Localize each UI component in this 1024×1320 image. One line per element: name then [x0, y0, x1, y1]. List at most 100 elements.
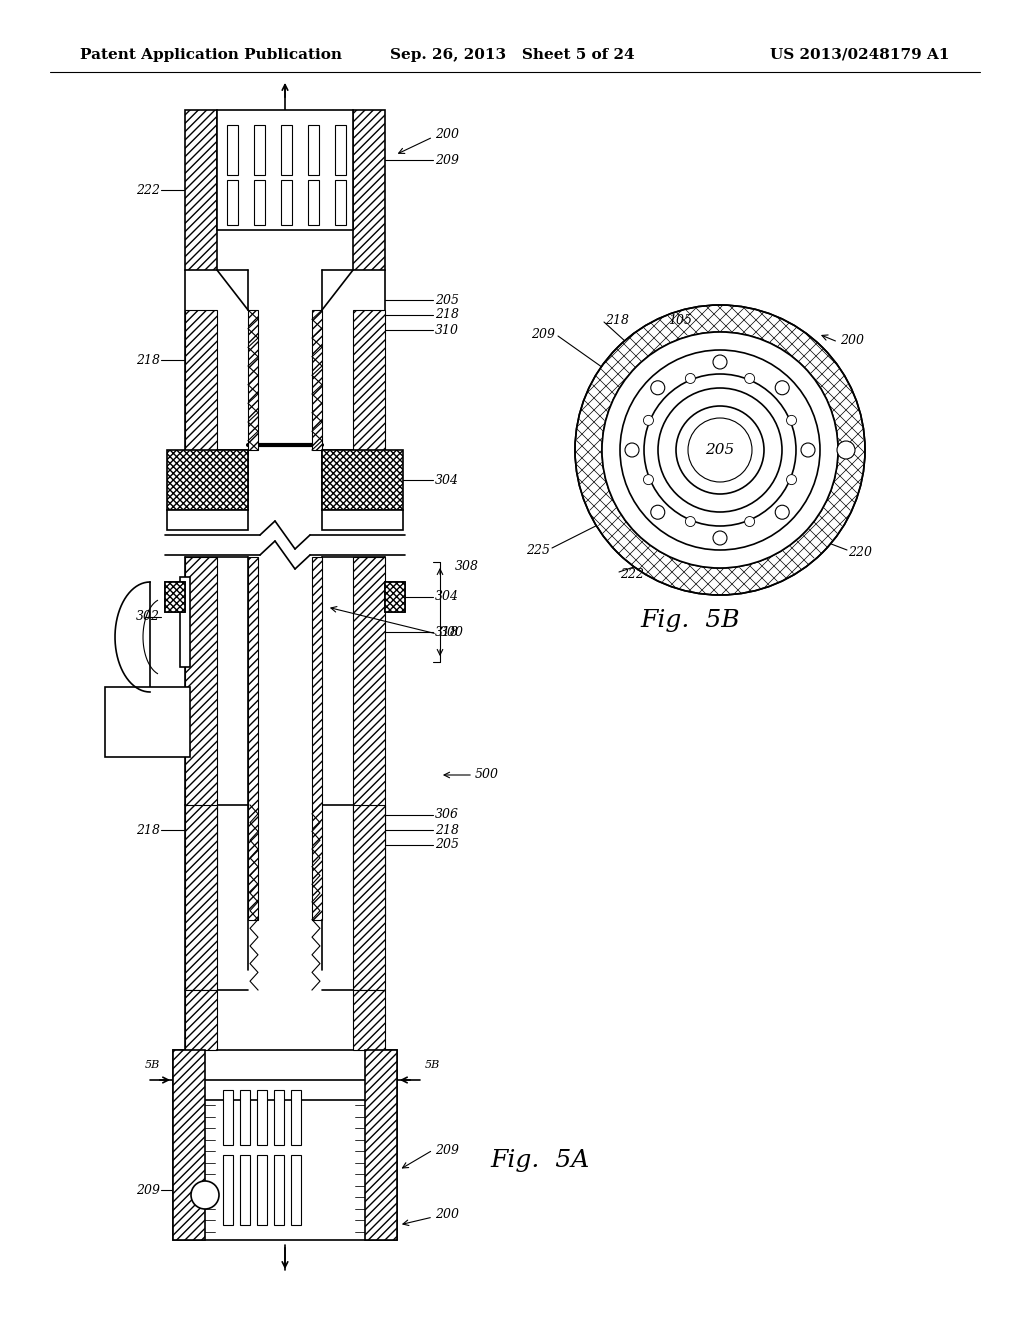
Bar [185, 557, 217, 920]
Bar [353, 557, 385, 920]
Text: 218: 218 [136, 824, 160, 837]
Bar [308, 125, 319, 176]
Circle shape [786, 416, 797, 425]
Text: 306: 306 [435, 808, 459, 821]
Text: 200: 200 [840, 334, 864, 346]
Bar [248, 310, 258, 450]
Text: 200: 200 [435, 1209, 459, 1221]
Text: 209: 209 [531, 329, 555, 342]
Circle shape [651, 506, 665, 519]
Bar [185, 990, 217, 1049]
Text: Fig.  5A: Fig. 5A [490, 1148, 589, 1172]
Text: 222: 222 [620, 569, 644, 582]
Circle shape [643, 475, 653, 484]
Circle shape [786, 475, 797, 484]
Text: 200: 200 [435, 128, 459, 141]
Bar [254, 125, 265, 176]
Circle shape [713, 355, 727, 370]
Text: 220: 220 [848, 545, 872, 558]
Bar [281, 180, 292, 224]
Circle shape [575, 305, 865, 595]
Bar [308, 180, 319, 224]
Bar [165, 582, 185, 612]
Text: 304: 304 [435, 590, 459, 603]
Text: 310: 310 [435, 323, 459, 337]
Circle shape [620, 350, 820, 550]
Text: 302: 302 [136, 610, 160, 623]
Circle shape [651, 380, 665, 395]
Bar [254, 180, 265, 224]
Bar [365, 1049, 397, 1239]
Bar [353, 310, 385, 450]
Circle shape [602, 333, 838, 568]
Circle shape [801, 444, 815, 457]
Bar [322, 510, 403, 531]
Text: 500: 500 [475, 768, 499, 781]
Bar [335, 180, 346, 224]
Bar [257, 1155, 267, 1225]
Bar [185, 310, 217, 450]
Circle shape [643, 416, 653, 425]
Bar [257, 1090, 267, 1144]
Circle shape [744, 374, 755, 383]
Bar [281, 125, 292, 176]
Text: 218: 218 [136, 354, 160, 367]
Bar [335, 125, 346, 176]
Bar [180, 577, 190, 667]
Circle shape [685, 516, 695, 527]
Circle shape [775, 506, 790, 519]
Text: 205: 205 [706, 444, 734, 457]
Bar [385, 582, 406, 612]
Circle shape [676, 407, 764, 494]
Bar [217, 110, 353, 230]
Text: 308: 308 [455, 561, 479, 573]
Text: Fig.  5B: Fig. 5B [640, 609, 739, 631]
Circle shape [602, 333, 838, 568]
Circle shape [744, 516, 755, 527]
Bar [223, 1090, 233, 1144]
Bar [274, 1090, 284, 1144]
Circle shape [713, 531, 727, 545]
Text: 209: 209 [136, 1184, 160, 1196]
Bar [385, 582, 406, 612]
Circle shape [191, 1181, 219, 1209]
Bar [105, 686, 190, 756]
Text: 304: 304 [435, 474, 459, 487]
Bar [353, 990, 385, 1049]
Text: 300: 300 [440, 626, 464, 639]
Text: 218: 218 [605, 314, 629, 326]
Text: 5B: 5B [144, 1060, 160, 1071]
Text: 205: 205 [435, 293, 459, 306]
Text: 209: 209 [435, 153, 459, 166]
Bar [312, 310, 322, 450]
Text: 209: 209 [435, 1143, 459, 1156]
Text: 318: 318 [435, 626, 459, 639]
Bar [291, 1155, 301, 1225]
Bar [223, 1155, 233, 1225]
Bar [353, 110, 385, 271]
Circle shape [837, 441, 855, 459]
Text: 105: 105 [668, 314, 692, 326]
Bar [322, 450, 403, 510]
Text: 218: 218 [435, 824, 459, 837]
Bar [173, 1049, 397, 1239]
Text: 5B: 5B [425, 1060, 440, 1071]
Bar [274, 1155, 284, 1225]
Bar [240, 1155, 250, 1225]
Text: Patent Application Publication: Patent Application Publication [80, 48, 342, 62]
Bar [165, 582, 185, 612]
Text: 205: 205 [435, 838, 459, 851]
Bar [353, 805, 385, 990]
Circle shape [685, 374, 695, 383]
Bar [185, 805, 217, 990]
Bar [240, 1090, 250, 1144]
Bar [291, 1090, 301, 1144]
Bar [167, 510, 248, 531]
Text: 222: 222 [136, 183, 160, 197]
Circle shape [658, 388, 782, 512]
Text: US 2013/0248179 A1: US 2013/0248179 A1 [770, 48, 950, 62]
Circle shape [644, 374, 796, 525]
Bar [248, 557, 258, 920]
Circle shape [775, 380, 790, 395]
Bar [167, 450, 248, 510]
